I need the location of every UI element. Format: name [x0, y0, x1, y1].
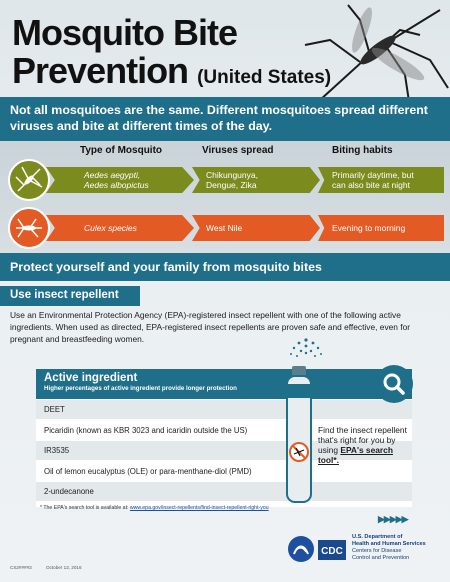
- ingredient-row: Oil of lemon eucalyptus (OLE) or para-me…: [44, 467, 252, 476]
- header-type: Type of Mosquito: [80, 145, 163, 156]
- agency-line: Control and Prevention: [352, 555, 410, 561]
- culex-viruses: West Nile: [192, 215, 320, 241]
- ingredient-table: Active ingredient Higher percentages of …: [36, 369, 412, 507]
- ingredient-row: 2-undecanone: [36, 482, 412, 501]
- find-text: Find the insect repellent that's right f…: [318, 425, 407, 455]
- repellent-can-icon: [286, 366, 312, 503]
- footnote-link[interactable]: www.epa.gov/insect-repellents/find-insec…: [129, 505, 269, 511]
- agency-line: U.S. Department of: [352, 534, 403, 540]
- culex-type: Culex species: [46, 215, 194, 241]
- intro-banner: Not all mosquitoes are the same. Differe…: [0, 97, 450, 141]
- ingredient-row: DEET: [36, 400, 412, 419]
- culex-viruses-text: West Nile: [206, 223, 243, 233]
- ingredient-table-header: Active ingredient Higher percentages of …: [36, 369, 412, 399]
- aedes-habits-text: Primarily daytime, but can also bite at …: [332, 170, 414, 190]
- row-culex: Culex species West Nile Evening to morni…: [0, 207, 450, 249]
- aedes-viruses: Chikungunya, Dengue, Zika: [192, 167, 320, 193]
- cdc-logo: CDC: [318, 540, 346, 560]
- search-icon[interactable]: [375, 365, 413, 403]
- agency-line: Centers for Disease: [352, 548, 402, 554]
- aedes-habits: Primarily daytime, but can also bite at …: [318, 167, 444, 193]
- ingredient-heading: Active ingredient: [44, 372, 138, 384]
- agency-line: Health and Human Services: [352, 541, 426, 547]
- mosquito-types-table: Type of Mosquito Viruses spread Biting h…: [0, 141, 450, 253]
- header-habits: Biting habits: [332, 145, 393, 156]
- header: Mosquito Bite Prevention (United States): [0, 0, 450, 109]
- header-viruses: Viruses spread: [202, 145, 274, 156]
- culex-mosquito-icon: [8, 207, 50, 249]
- title-line1: Mosquito Bite: [12, 12, 238, 53]
- aedes-type-text: Aedes aegypti, Aedes albopictus: [84, 170, 149, 190]
- agency-text: U.S. Department of Health and Human Serv…: [352, 534, 448, 562]
- aedes-viruses-text: Chikungunya, Dengue, Zika: [206, 170, 258, 190]
- culex-habits: Evening to morning: [318, 215, 444, 241]
- find-repellent-text: Find the insect repellent that's right f…: [318, 425, 410, 465]
- title-line2: Prevention (United States): [12, 50, 331, 92]
- row-aedes: Aedes aegypti, Aedes albopictus Chikungu…: [0, 159, 450, 201]
- doc-date: October 13, 2016: [46, 565, 82, 570]
- spray-mist-icon: [290, 338, 322, 357]
- chevrons-icon: ▶▶▶▶▶: [378, 514, 409, 524]
- protect-banner: Protect yourself and your family from mo…: [0, 253, 450, 281]
- ingredient-row: IR3535: [36, 441, 412, 460]
- aedes-type: Aedes aegypti, Aedes albopictus: [46, 167, 194, 193]
- aedes-mosquito-icon: [8, 159, 50, 201]
- culex-type-text: Culex species: [84, 223, 137, 233]
- epa-search-link[interactable]: EPA's search tool*.: [318, 445, 393, 465]
- title-prevention: Prevention: [12, 50, 189, 91]
- ingredient-row: Picaridin (known as KBR 3023 and icaridi…: [44, 426, 248, 435]
- culex-habits-text: Evening to morning: [332, 223, 406, 233]
- mosquito-icon: [304, 4, 449, 109]
- footnote-text: * The EPA's search tool is available at:: [40, 505, 130, 511]
- footnote: * The EPA's search tool is available at:…: [40, 505, 340, 511]
- ingredient-subheading: Higher percentages of active ingredient …: [44, 385, 237, 392]
- repellent-heading: Use insect repellent: [0, 286, 140, 306]
- repellent-text: Use an Environmental Protection Agency (…: [10, 310, 411, 344]
- hhs-logo: [288, 536, 314, 562]
- title-sub: (United States): [197, 67, 332, 88]
- doc-code: CS2####3: [10, 565, 32, 570]
- cdc-logo-text: CDC: [321, 546, 343, 557]
